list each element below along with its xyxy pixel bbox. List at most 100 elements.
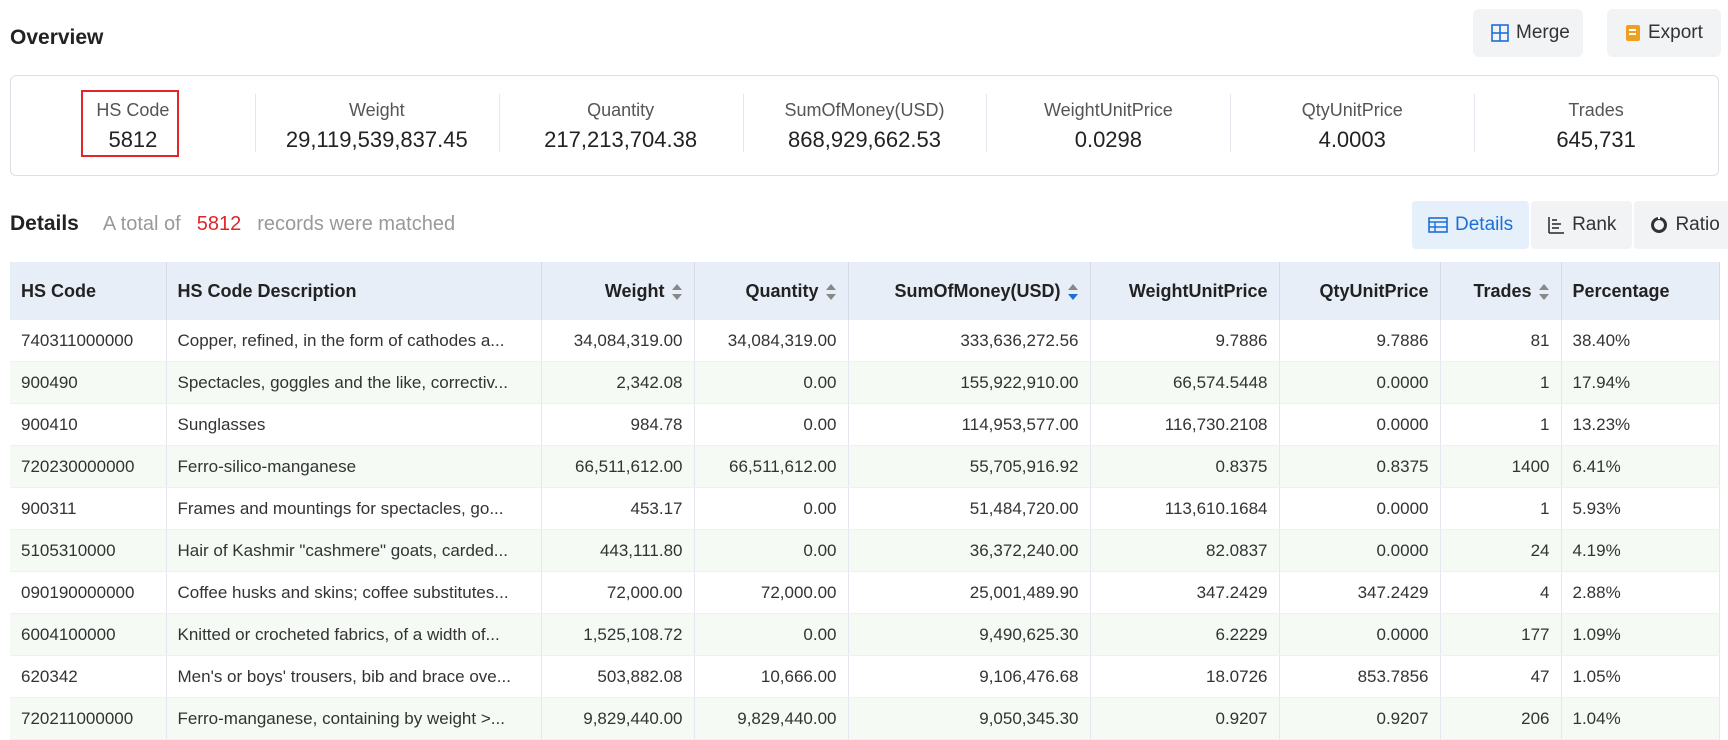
stat-label: WeightUnitPrice	[1044, 100, 1173, 120]
trades-cell: 177	[1440, 613, 1562, 656]
qty-unit-price-cell: 0.8375	[1279, 445, 1441, 488]
weight-cell: 66,511,612.00	[541, 445, 695, 488]
hs-code-cell: 090190000000	[10, 571, 167, 614]
column-header-qty-unit-price: QtyUnitPrice	[1279, 262, 1441, 320]
column-header-description: HS Code Description	[166, 262, 542, 320]
tab-label: Details	[1455, 214, 1514, 235]
stat-label: HS Code	[96, 100, 170, 120]
table-row[interactable]: 090190000000 Coffee husks and skins; coff…	[10, 571, 1720, 614]
hs-code-cell: 740311000000	[10, 320, 167, 362]
trades-cell: 1	[1440, 403, 1562, 446]
description-cell: Sunglasses	[166, 403, 542, 446]
description-cell: Coffee husks and skins; coffee substitut…	[166, 571, 542, 614]
export-button[interactable]: Export	[1607, 9, 1721, 57]
weight-cell: 72,000.00	[541, 571, 695, 614]
sort-desc-icon[interactable]	[1067, 283, 1079, 301]
column-header-weight-unit-price: WeightUnitPrice	[1090, 262, 1280, 320]
table-row[interactable]: 720211000000 Ferro-manganese, containing …	[10, 697, 1720, 740]
table-row[interactable]: 5105310000 Hair of Kashmir "cashmere" goa…	[10, 529, 1720, 572]
pie-chart-icon	[1650, 216, 1668, 234]
quantity-cell: 0.00	[694, 529, 849, 572]
quantity-cell: 9,829,440.00	[694, 697, 849, 740]
weight-unit-price-cell: 6.2229	[1090, 613, 1280, 656]
trades-cell: 4	[1440, 571, 1562, 614]
table-row[interactable]: 740311000000 Copper, refined, in the form…	[10, 320, 1720, 362]
merge-button[interactable]: Merge	[1473, 9, 1583, 57]
sum-of-money-cell: 9,050,345.30	[848, 697, 1091, 740]
merge-label: Merge	[1516, 22, 1570, 43]
weight-cell: 453.17	[541, 487, 695, 530]
tab-details[interactable]: Details	[1412, 201, 1530, 249]
hs-code-cell: 720211000000	[10, 697, 167, 740]
weight-cell: 503,882.08	[541, 655, 695, 698]
table-row[interactable]: 900490 Spectacles, goggles and the like, …	[10, 361, 1720, 404]
stat-label: Quantity	[587, 100, 655, 120]
qty-unit-price-cell: 853.7856	[1279, 655, 1441, 698]
stat-label: QtyUnitPrice	[1301, 100, 1403, 120]
percentage-cell: 5.93%	[1561, 487, 1720, 530]
hs-code-cell: 720230000000	[10, 445, 167, 488]
table-row[interactable]: 6004100000 Knitted or crocheted fabrics, …	[10, 613, 1720, 656]
table-row[interactable]: 900410 Sunglasses 984.78 0.00 114,953,577.00…	[10, 403, 1720, 446]
stat-weight-unit-price: WeightUnitPrice 0.0298	[986, 76, 1230, 175]
table-body: 740311000000 Copper, refined, in the form…	[10, 320, 1720, 740]
tab-rank[interactable]: Rank	[1531, 201, 1633, 249]
trades-cell: 81	[1440, 320, 1562, 362]
description-cell: Ferro-manganese, containing by weight >.…	[166, 697, 542, 740]
weight-unit-price-cell: 0.8375	[1090, 445, 1280, 488]
trades-cell: 206	[1440, 697, 1562, 740]
hs-code-cell: 900410	[10, 403, 167, 446]
percentage-cell: 2.88%	[1561, 571, 1720, 614]
stat-qty-unit-price: QtyUnitPrice 4.0003	[1230, 76, 1474, 175]
details-header: Details A total of 5812 records were match…	[10, 212, 455, 236]
weight-cell: 1,525,108.72	[541, 613, 695, 656]
trades-cell: 47	[1440, 655, 1562, 698]
table-row[interactable]: 720230000000 Ferro-silico-manganese 66,511…	[10, 445, 1720, 488]
stat-value: 645,731	[1556, 127, 1636, 152]
overview-panel: HS Code 5812 Weight 29,119,539,837.45 Qu…	[10, 75, 1719, 176]
stat-label: Trades	[1568, 100, 1624, 120]
qty-unit-price-cell: 0.9207	[1279, 697, 1441, 740]
description-cell: Frames and mountings for spectacles, go.…	[166, 487, 542, 530]
quantity-cell: 66,511,612.00	[694, 445, 849, 488]
column-header-weight[interactable]: Weight	[541, 262, 695, 320]
percentage-cell: 17.94%	[1561, 361, 1720, 404]
stat-value: 217,213,704.38	[544, 127, 698, 152]
sort-icon[interactable]	[1538, 283, 1550, 301]
table-row[interactable]: 900311 Frames and mountings for spectacle…	[10, 487, 1720, 530]
tab-ratio[interactable]: Ratio	[1634, 201, 1728, 249]
percentage-cell: 1.04%	[1561, 697, 1720, 740]
percentage-cell: 38.40%	[1561, 320, 1720, 362]
trades-cell: 24	[1440, 529, 1562, 572]
records-summary: A total of 5812 records were matched	[103, 213, 455, 236]
stat-value: 5812	[108, 127, 158, 152]
table-row[interactable]: 620342 Men's or boys' trousers, bib and b…	[10, 655, 1720, 698]
weight-cell: 443,111.80	[541, 529, 695, 572]
summary-suffix: records were matched	[257, 213, 456, 235]
percentage-cell: 1.09%	[1561, 613, 1720, 656]
sum-of-money-cell: 25,001,489.90	[848, 571, 1091, 614]
column-header-sum-of-money[interactable]: SumOfMoney(USD)	[848, 262, 1091, 320]
stat-label: Weight	[348, 100, 405, 120]
description-cell: Knitted or crocheted fabrics, of a width…	[166, 613, 542, 656]
hs-code-cell: 900311	[10, 487, 167, 530]
sort-icon[interactable]	[671, 283, 683, 301]
details-table: HS Code HS Code Description Weight Quant…	[10, 262, 1720, 740]
sort-icon[interactable]	[825, 283, 837, 301]
description-cell: Men's or boys' trousers, bib and brace o…	[166, 655, 542, 698]
trades-cell: 1400	[1440, 445, 1562, 488]
quantity-cell: 34,084,319.00	[694, 320, 849, 362]
sum-of-money-cell: 36,372,240.00	[848, 529, 1091, 572]
column-header-quantity[interactable]: Quantity	[694, 262, 849, 320]
trades-cell: 1	[1440, 361, 1562, 404]
weight-unit-price-cell: 82.0837	[1090, 529, 1280, 572]
sum-of-money-cell: 9,106,476.68	[848, 655, 1091, 698]
stat-quantity: Quantity 217,213,704.38	[498, 76, 743, 175]
quantity-cell: 0.00	[694, 613, 849, 656]
column-header-trades[interactable]: Trades	[1440, 262, 1562, 320]
sum-of-money-cell: 9,490,625.30	[848, 613, 1091, 656]
export-label: Export	[1648, 22, 1703, 43]
details-title: Details	[10, 212, 79, 235]
sum-of-money-cell: 333,636,272.56	[848, 320, 1091, 362]
weight-unit-price-cell: 0.9207	[1090, 697, 1280, 740]
